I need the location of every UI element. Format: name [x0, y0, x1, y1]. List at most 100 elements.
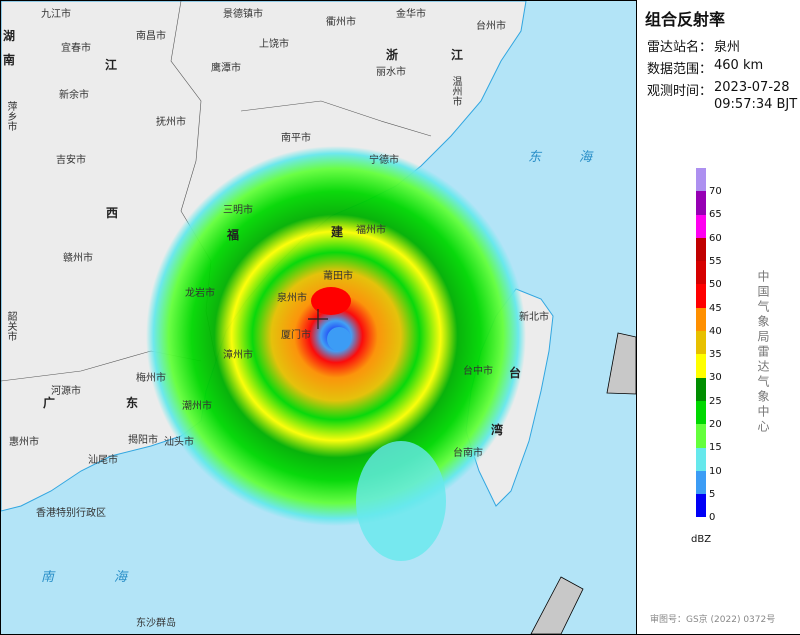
province-label: 江 [105, 58, 118, 72]
info-panel: 组合反射率 雷达站名： 泉州 数据范围： 460 km 观测时间： 2023-07-2… [636, 0, 800, 634]
scale-swatch [696, 191, 706, 215]
sea-label: 东海 [528, 150, 631, 165]
city-label: 金华市 [396, 9, 426, 20]
city-label: 莆田市 [323, 271, 353, 282]
scale-tick-label: 25 [709, 395, 722, 407]
scale-tick-label: 50 [709, 279, 722, 291]
scale-tick-label: 0 [709, 512, 716, 524]
scale-tick-label: 55 [709, 255, 722, 267]
scale-swatch [696, 447, 706, 471]
unit-label: dBZ [691, 534, 712, 545]
time-value: 09:57:34 BJT [714, 97, 798, 112]
city-label: 抚州市 [156, 117, 186, 128]
typhoon-eye [327, 327, 351, 351]
scale-tick-label: 10 [709, 465, 722, 477]
province-label: 广 [43, 396, 56, 410]
city-label: 揭阳市 [128, 435, 158, 446]
no-data-area-2 [530, 576, 584, 634]
city-label: 丽水市 [376, 67, 406, 78]
city-label: 韶关市 [5, 311, 16, 341]
city-label: 三明市 [223, 205, 253, 216]
city-label: 赣州市 [63, 253, 93, 264]
city-label: 吉安市 [56, 155, 86, 166]
province-label: 台 [509, 366, 522, 380]
product-title: 组合反射率 [645, 10, 726, 29]
scale-tick-label: 65 [709, 209, 722, 221]
city-label: 东沙群岛 [136, 618, 176, 629]
province-label: 湖 [3, 29, 16, 43]
no-data-area-1 [606, 332, 636, 395]
scale-tick-label: 30 [709, 372, 722, 384]
city-label: 宜春市 [61, 43, 91, 54]
city-label: 香港特别行政区 [36, 508, 106, 519]
province-label: 建 [331, 225, 344, 239]
radar-map[interactable]: 九江市宜春市 南昌市 景德镇市衢州市 金华市台州市上饶市鹰潭市 丽水市新余市抚州市 温州市… [1, 1, 636, 634]
city-label: 鹰潭市 [211, 63, 241, 74]
city-label: 宁德市 [369, 155, 399, 166]
time-row: 观测时间： 2023-07-28 09:57:34 BJT [647, 80, 797, 112]
city-label: 台南市 [453, 448, 483, 459]
city-label: 汕尾市 [88, 455, 118, 466]
organization-label: 中国气象局雷达气象中心 [756, 270, 770, 435]
city-label: 南昌市 [136, 31, 166, 42]
city-label: 上饶市 [259, 39, 289, 50]
station-value: 泉州 [714, 40, 741, 55]
province-label: 西 [106, 206, 119, 220]
city-label: 台中市 [463, 366, 493, 377]
scale-swatch [696, 470, 706, 495]
city-label: 河源市 [51, 386, 81, 397]
radar-site-marker [308, 309, 328, 329]
province-label: 福 [227, 228, 240, 242]
city-label: 景德镇市 [223, 9, 263, 20]
scale-tick-label: 20 [709, 419, 722, 430]
city-label: 衢州市 [326, 17, 356, 28]
scale-swatch [696, 284, 706, 308]
scale-swatch [696, 214, 706, 238]
city-label: 潮州市 [182, 401, 212, 412]
scale-tick-label: 60 [709, 232, 722, 244]
scale-tick-label: 5 [709, 488, 716, 500]
station-row: 雷达站名： 泉州 [647, 36, 740, 55]
city-label: 厦门市 [281, 330, 311, 341]
province-label: 湾 [491, 423, 504, 437]
city-label: 温州市 [450, 76, 461, 106]
scale-swatch [696, 354, 706, 378]
scale-swatch [696, 424, 706, 448]
province-label: 浙 [386, 48, 399, 62]
echo-core [311, 287, 351, 315]
time-label: 观测时间： [647, 84, 713, 99]
scale-swatch [696, 237, 706, 262]
province-label: 南 [3, 53, 16, 67]
city-label: 惠州市 [9, 437, 39, 448]
scale-swatch [696, 400, 706, 425]
date-value: 2023-07-28 [714, 80, 790, 95]
scale-tick-label: 45 [709, 302, 722, 314]
city-label: 新余市 [59, 90, 89, 101]
city-label: 九江市 [41, 9, 71, 20]
sea-label: 南海 [41, 570, 188, 585]
city-label: 台州市 [476, 21, 506, 32]
review-number: 审图号：GS京 (2022) 0372号 [650, 615, 776, 625]
scale-swatch [696, 377, 706, 401]
city-label: 泉州市 [277, 293, 307, 304]
scale-swatch [696, 261, 706, 285]
scale-swatch [696, 168, 706, 192]
city-label: 汕头市 [164, 437, 194, 448]
city-label: 龙岩市 [185, 288, 215, 299]
province-label: 东 [126, 396, 139, 410]
range-value: 460 km [714, 58, 764, 73]
province-label: 江 [451, 48, 464, 62]
city-label: 南平市 [281, 133, 311, 144]
echo-band-south [356, 441, 446, 561]
scale-swatch [696, 494, 706, 518]
scale-tick-label: 15 [709, 442, 722, 454]
color-scale [696, 168, 706, 518]
city-label: 萍乡市 [5, 101, 16, 131]
scale-tick-label: 40 [709, 325, 722, 337]
scale-swatch [696, 331, 706, 355]
city-label: 新北市 [519, 312, 549, 323]
scale-tick-label: 35 [709, 349, 722, 361]
city-label: 漳州市 [223, 350, 253, 361]
station-label: 雷达站名： [647, 40, 713, 55]
range-label: 数据范围： [647, 62, 713, 77]
